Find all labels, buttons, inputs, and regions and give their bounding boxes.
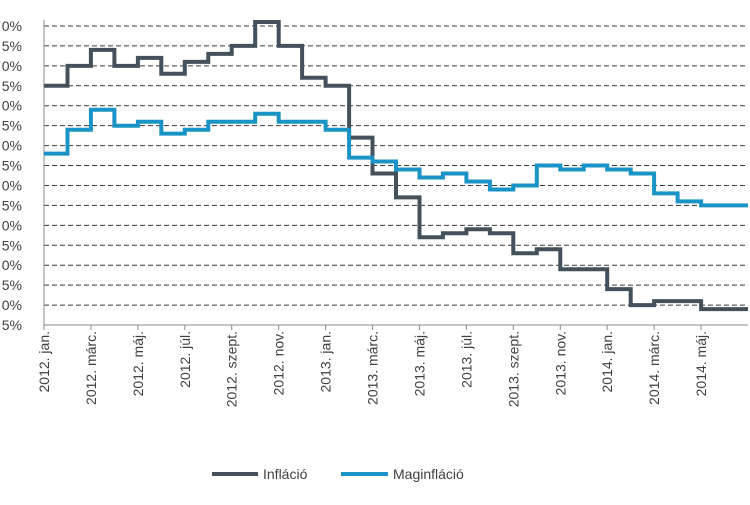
y-tick-label: 0% <box>2 18 22 34</box>
y-tick-label: 5% <box>2 158 22 174</box>
series-lines <box>44 20 748 312</box>
x-tick-label: 2012. máj. <box>130 331 146 396</box>
y-tick-label: 5% <box>2 277 22 293</box>
gridlines <box>44 25 748 306</box>
legend-label-maginflacio: Maginfláció <box>393 466 464 482</box>
legend: Infláció Maginfláció <box>212 466 464 482</box>
x-tick-label: 2013. nov. <box>552 331 568 395</box>
series-line-inflacio <box>44 20 748 312</box>
y-tick-label: 0% <box>2 58 22 74</box>
x-tick-label: 2012. nov. <box>271 331 287 395</box>
x-tick-label: 2012. júl. <box>177 331 193 388</box>
y-tick-label: 0% <box>2 297 22 313</box>
y-tick-label: 0% <box>2 217 22 233</box>
y-axis-tick-labels: 5% 0% 5% 0% 5% 0% 5% 0% 5% 0% 5% 0% 5% 0% 5% 0% <box>2 18 22 333</box>
y-tick-label: 0% <box>2 98 22 114</box>
y-tick-label: 5% <box>2 317 22 333</box>
x-tick-label: 2014. jan. <box>599 331 615 393</box>
x-tick-label: 2013. máj. <box>411 331 427 396</box>
y-tick-label: 5% <box>2 237 22 253</box>
x-tick-label: 2012. szept. <box>224 331 240 407</box>
x-tick-label: 2013. szept. <box>505 331 521 407</box>
x-tick-label: 2012. márc. <box>83 331 99 405</box>
x-tick-label: 2013. jan. <box>318 331 334 393</box>
series-line-maginflacio <box>44 107 748 208</box>
y-tick-label: 0% <box>2 257 22 273</box>
x-tick-label: 2012. jan. <box>36 331 52 393</box>
x-axis-tick-labels: 2012. jan. 2012. márc. 2012. máj. 2012. júl… <box>36 325 709 407</box>
y-tick-label: 0% <box>2 138 22 154</box>
x-tick-label: 2014. márc. <box>646 331 662 405</box>
y-tick-label: 5% <box>2 197 22 213</box>
x-tick-label: 2013. júl. <box>458 331 474 388</box>
y-tick-label: 0% <box>2 177 22 193</box>
x-tick-label: 2014. máj. <box>693 331 709 396</box>
x-tick-label: 2013. márc. <box>365 331 381 405</box>
legend-label-inflacio: Infláció <box>263 466 308 482</box>
y-tick-label: 5% <box>2 118 22 134</box>
y-tick-label: 5% <box>2 78 22 94</box>
y-tick-label: 5% <box>2 38 22 54</box>
